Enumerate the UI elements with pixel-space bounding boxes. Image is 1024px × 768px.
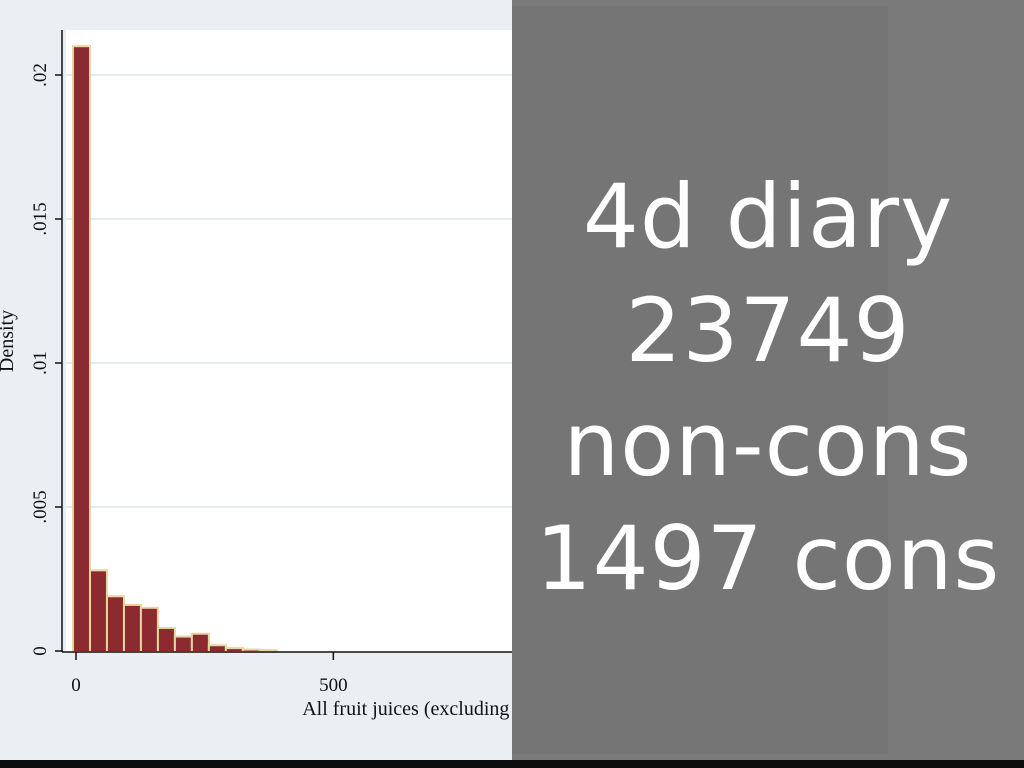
overlay-text: 4d diary 23749 non-cons 1497 cons bbox=[512, 160, 1024, 616]
histogram-bar bbox=[190, 632, 210, 653]
y-tick-label: .02 bbox=[30, 63, 51, 87]
histogram-bar bbox=[173, 635, 193, 653]
x-tick-label: 500 bbox=[319, 675, 348, 696]
x-tick-label: 0 bbox=[71, 675, 81, 696]
overlay-inner-panel bbox=[512, 6, 888, 754]
overlay-line-3: non-cons bbox=[563, 393, 973, 496]
histogram-bar bbox=[72, 45, 91, 653]
y-tick-label: .015 bbox=[30, 202, 51, 235]
bottom-bar bbox=[0, 760, 1024, 768]
histogram-bar bbox=[207, 644, 227, 653]
histogram-bar bbox=[156, 626, 176, 654]
histogram-bar bbox=[122, 603, 142, 653]
overlay-line-4: 1497 cons bbox=[535, 507, 1001, 610]
overlay-line-2: 23749 bbox=[625, 279, 911, 382]
histogram-bar bbox=[88, 569, 108, 653]
y-tick-label: .005 bbox=[30, 490, 51, 523]
histogram-bar bbox=[105, 595, 125, 654]
histogram-bar bbox=[139, 606, 159, 653]
overlay-line-1: 4d diary bbox=[582, 165, 954, 268]
y-axis-ticks: 0 .005 .01 .015 .02 bbox=[30, 63, 62, 656]
y-tick-label: .01 bbox=[30, 351, 51, 375]
y-tick-label: 0 bbox=[30, 646, 51, 656]
y-axis-title: Density bbox=[0, 310, 18, 372]
